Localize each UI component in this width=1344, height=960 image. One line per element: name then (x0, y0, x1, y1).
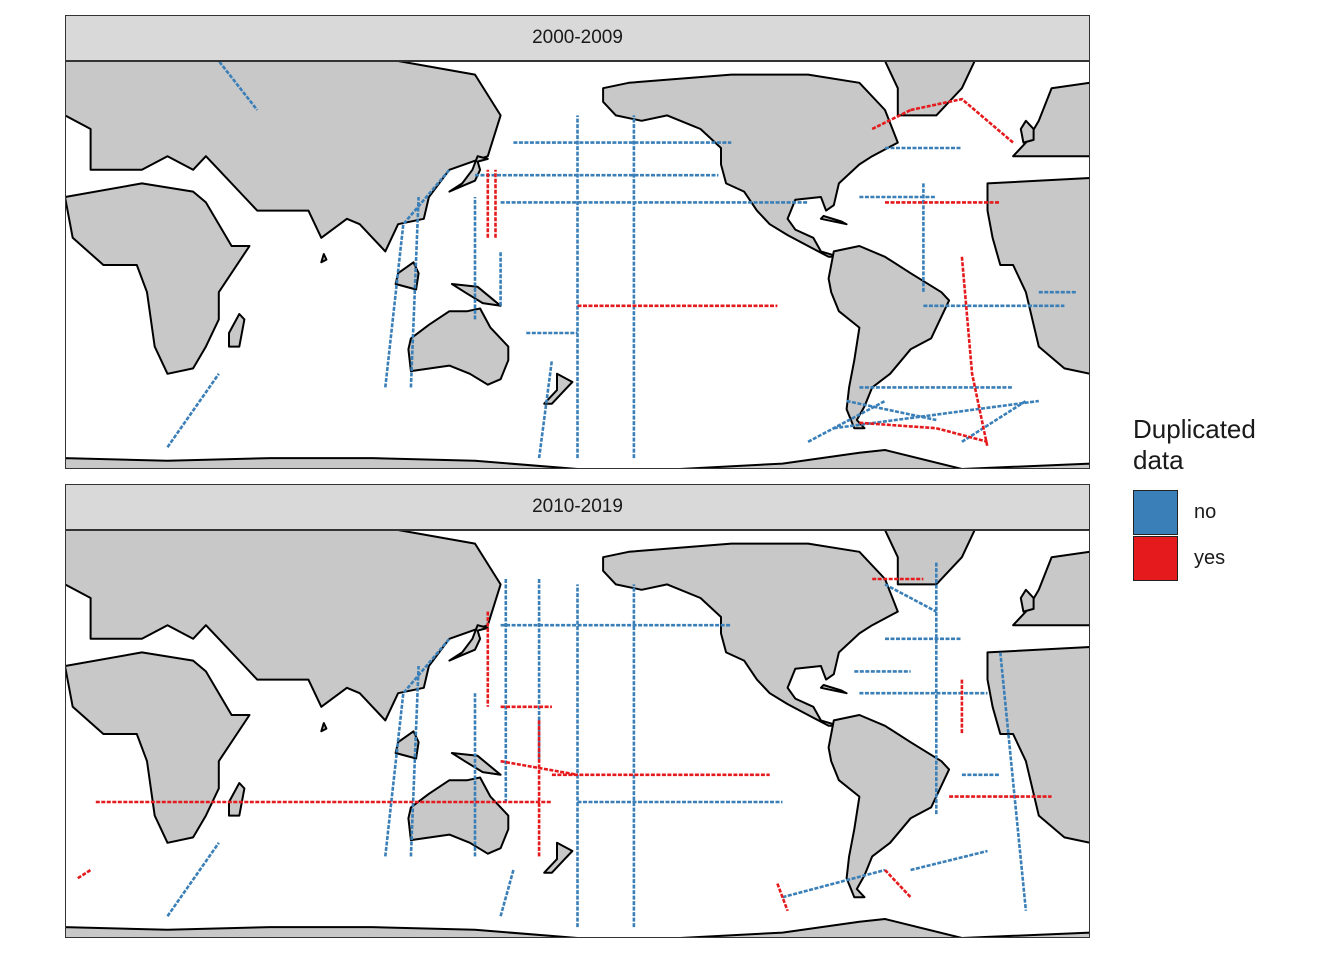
land-polygon (602, 73, 899, 258)
land-polygon (320, 253, 328, 264)
land-polygon (65, 918, 1090, 938)
cruise-track-no (961, 399, 1027, 443)
cruise-track-yes (910, 97, 1014, 144)
facet-panel-2010-2019: 2010-2019 (65, 484, 1090, 938)
land-polygon (827, 714, 951, 899)
cruise-track-no (999, 652, 1028, 911)
world-map-2010-2019 (65, 530, 1090, 938)
cruise-track-yes (935, 426, 988, 444)
facet-panel-2000-2009: 2000-2009 (65, 15, 1090, 469)
land-polygon (819, 684, 848, 695)
cruise-track-no (499, 869, 515, 917)
cruise-track-no (846, 399, 937, 422)
land-polygon (65, 449, 1090, 469)
cruise-track-no (537, 360, 554, 459)
legend-title-line2: data (1133, 445, 1184, 475)
land-polygon (407, 307, 510, 386)
cruise-track-yes (776, 883, 789, 912)
legend-swatch-no (1133, 490, 1178, 535)
legend-swatch-yes (1133, 536, 1178, 581)
legend-item-no: no (1133, 490, 1333, 536)
land-polygon (1019, 119, 1035, 144)
cruise-track-no (409, 665, 420, 857)
land-polygon (884, 61, 976, 117)
track-layer (166, 61, 1078, 459)
cruise-track-yes (960, 256, 989, 448)
facet-title: 2010-2019 (532, 496, 623, 517)
land-layer (65, 61, 1090, 469)
land-polygon (448, 624, 489, 662)
cruise-track-no (782, 868, 886, 899)
cruise-track-no (384, 168, 451, 388)
land-polygon (1019, 588, 1035, 613)
land-polygon (543, 841, 574, 874)
land-polygon (602, 542, 899, 727)
cruise-track-yes (859, 421, 937, 430)
legend-title-line1: Duplicated (1133, 414, 1256, 444)
legend-label-no: no (1194, 501, 1217, 523)
land-layer (65, 530, 1090, 938)
cruise-track-no (910, 849, 988, 872)
land-polygon (228, 782, 246, 817)
legend-item-yes: yes (1133, 536, 1333, 582)
land-polygon (65, 530, 502, 722)
land-polygon (228, 313, 246, 348)
land-polygon (450, 752, 502, 776)
cruise-track-yes (871, 108, 912, 131)
land-polygon (884, 530, 976, 586)
land-polygon (543, 372, 574, 405)
land-polygon (65, 182, 251, 375)
legend: Duplicated data no yes (1133, 414, 1333, 594)
cruise-track-no (884, 583, 937, 613)
cruise-track-no (384, 637, 451, 857)
land-polygon (448, 155, 489, 193)
land-polygon (986, 177, 1090, 375)
land-polygon (407, 776, 510, 855)
facet-strip: 2010-2019 (65, 484, 1090, 530)
world-map-2000-2009 (65, 61, 1090, 469)
cruise-track-yes (884, 869, 912, 899)
facet-strip: 2000-2009 (65, 15, 1090, 61)
cruise-track-no (166, 373, 220, 448)
facet-title: 2000-2009 (532, 27, 623, 48)
legend-title: Duplicated data (1133, 414, 1256, 476)
legend-label-yes: yes (1194, 547, 1226, 569)
panel-border (65, 530, 1090, 938)
panel-border (65, 61, 1090, 469)
land-polygon (1012, 81, 1090, 158)
cruise-track-no (807, 399, 886, 443)
land-polygon (65, 651, 251, 844)
land-polygon (986, 646, 1090, 844)
land-polygon (1012, 550, 1090, 627)
track-layer (77, 562, 1052, 928)
cruise-track-yes (77, 868, 92, 880)
cruise-track-no (166, 842, 220, 917)
land-polygon (320, 722, 328, 733)
cruise-track-no (216, 61, 259, 111)
land-polygon (65, 61, 502, 253)
cruise-track-no (409, 196, 420, 388)
land-polygon (819, 215, 848, 226)
land-polygon (827, 245, 951, 430)
